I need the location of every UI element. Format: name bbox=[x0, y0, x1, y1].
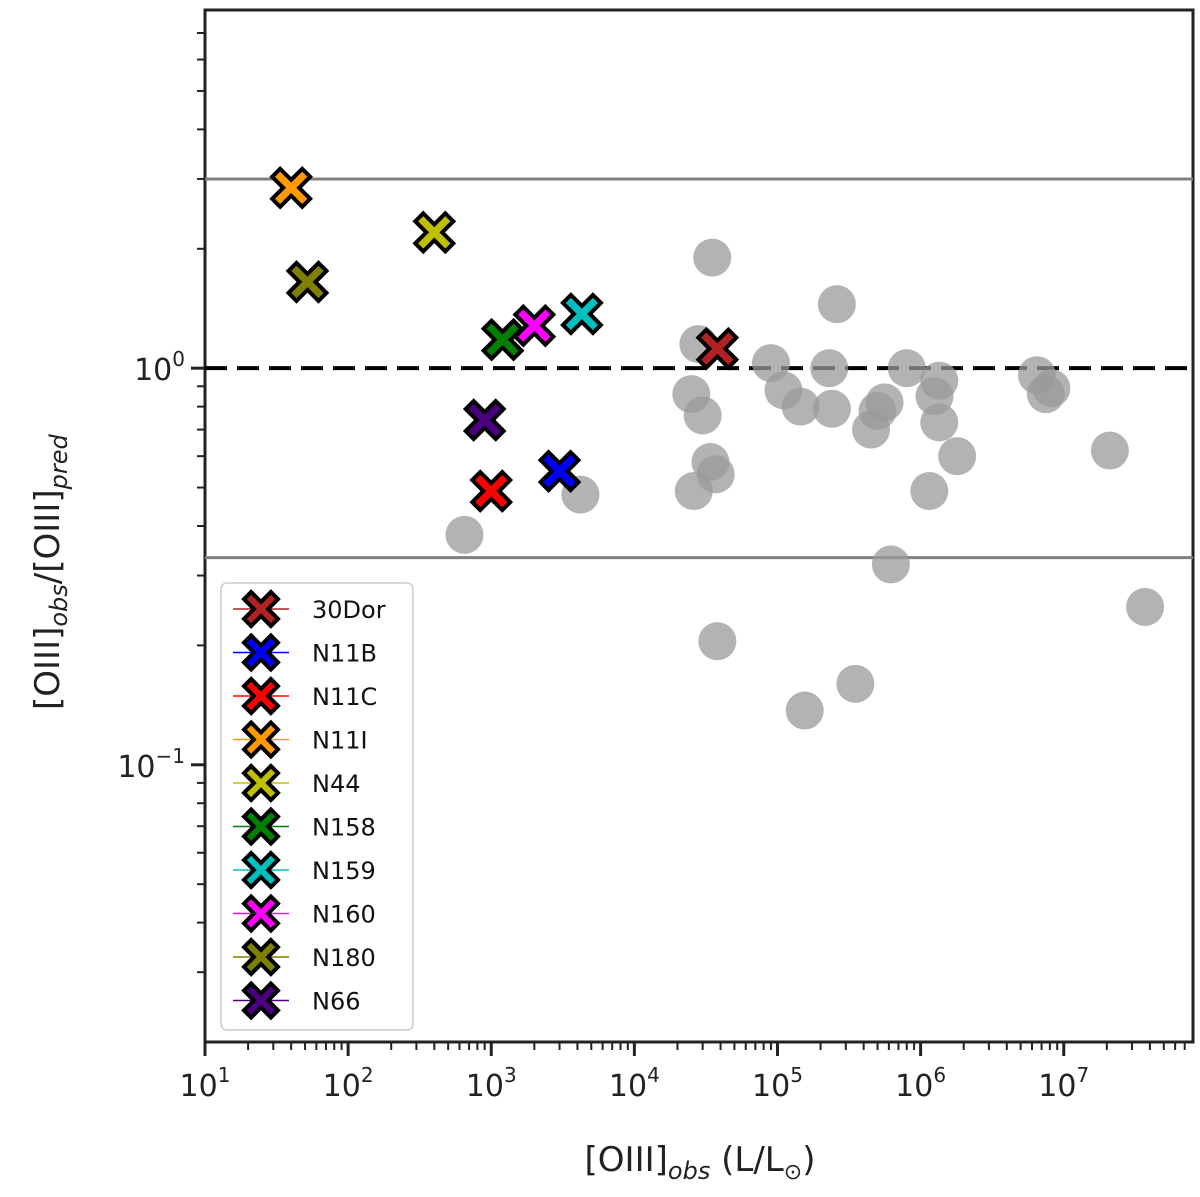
legend-label-n11c: N11C bbox=[312, 683, 377, 711]
grey-data-point bbox=[817, 285, 856, 324]
x-tick-label: 105 bbox=[752, 1063, 803, 1104]
x-tick-label: 106 bbox=[895, 1063, 946, 1104]
marker-n158 bbox=[480, 317, 525, 362]
x-tick-label: 101 bbox=[180, 1063, 231, 1104]
marker-n44 bbox=[412, 210, 457, 255]
x-axis-title: [OIII]obs (L/L⊙) bbox=[584, 1140, 816, 1185]
marker-n180 bbox=[285, 260, 330, 304]
grey-data-point bbox=[693, 238, 732, 277]
legend-marker-n66 bbox=[241, 980, 281, 1021]
grey-data-point bbox=[871, 545, 910, 584]
x-tick-label: 103 bbox=[466, 1063, 517, 1104]
legend-marker-n11c bbox=[241, 676, 281, 716]
legend-label-n159: N159 bbox=[312, 857, 376, 885]
grey-data-point bbox=[781, 387, 820, 426]
legend-marker-n11b bbox=[241, 632, 281, 673]
grey-data-point bbox=[865, 383, 904, 422]
grey-data-point bbox=[812, 389, 851, 428]
legend-label-n66: N66 bbox=[312, 988, 361, 1016]
grey-data-point bbox=[1126, 587, 1165, 626]
legend-label-n44: N44 bbox=[312, 770, 361, 798]
legend-marker-n44 bbox=[241, 763, 281, 803]
marker-30dor bbox=[695, 326, 740, 371]
grey-data-point bbox=[1090, 431, 1129, 470]
legend-label-n158: N158 bbox=[312, 814, 376, 842]
grey-data-point bbox=[785, 691, 824, 730]
grey-data-point bbox=[698, 622, 737, 661]
grey-data-point bbox=[910, 472, 949, 511]
y-tick-label: 100 bbox=[134, 347, 185, 388]
legend-marker-n160 bbox=[241, 893, 281, 934]
grey-data-point bbox=[810, 349, 849, 388]
grey-data-point bbox=[696, 455, 735, 494]
marker-n159 bbox=[560, 292, 604, 336]
legend-marker-n159 bbox=[241, 850, 281, 890]
x-tick-label: 107 bbox=[1038, 1063, 1089, 1104]
grey-data-point bbox=[920, 403, 959, 442]
y-axis-title: [OIII]obs/[OIII]pred bbox=[28, 434, 73, 710]
grey-data-point bbox=[683, 396, 722, 435]
legend-marker-n11i bbox=[241, 719, 281, 760]
legend-label-n11i: N11I bbox=[312, 727, 368, 755]
legend-label-n160: N160 bbox=[312, 901, 376, 929]
marker-n11b bbox=[537, 449, 582, 493]
grey-data-point bbox=[836, 664, 875, 703]
legend-label-30dor: 30Dor bbox=[312, 596, 386, 624]
legend-marker-n158 bbox=[241, 806, 281, 847]
y-tick-label: 10−1 bbox=[117, 744, 185, 785]
marker-n66 bbox=[462, 398, 507, 442]
legend-marker-30dor bbox=[241, 589, 281, 629]
x-tick-label: 102 bbox=[323, 1063, 374, 1104]
legend-label-n180: N180 bbox=[312, 944, 376, 972]
marker-n160 bbox=[512, 303, 557, 348]
marker-n11c bbox=[469, 469, 514, 513]
legend-label-n11b: N11B bbox=[312, 640, 377, 668]
grey-data-point bbox=[920, 361, 959, 400]
x-tick-label: 104 bbox=[609, 1063, 660, 1104]
legend-marker-n180 bbox=[241, 937, 281, 977]
grey-data-point bbox=[445, 515, 484, 554]
marker-n11i bbox=[269, 165, 313, 210]
grey-data-point bbox=[887, 349, 926, 388]
grey-data-point bbox=[938, 437, 977, 476]
grey-data-point bbox=[1032, 369, 1071, 408]
